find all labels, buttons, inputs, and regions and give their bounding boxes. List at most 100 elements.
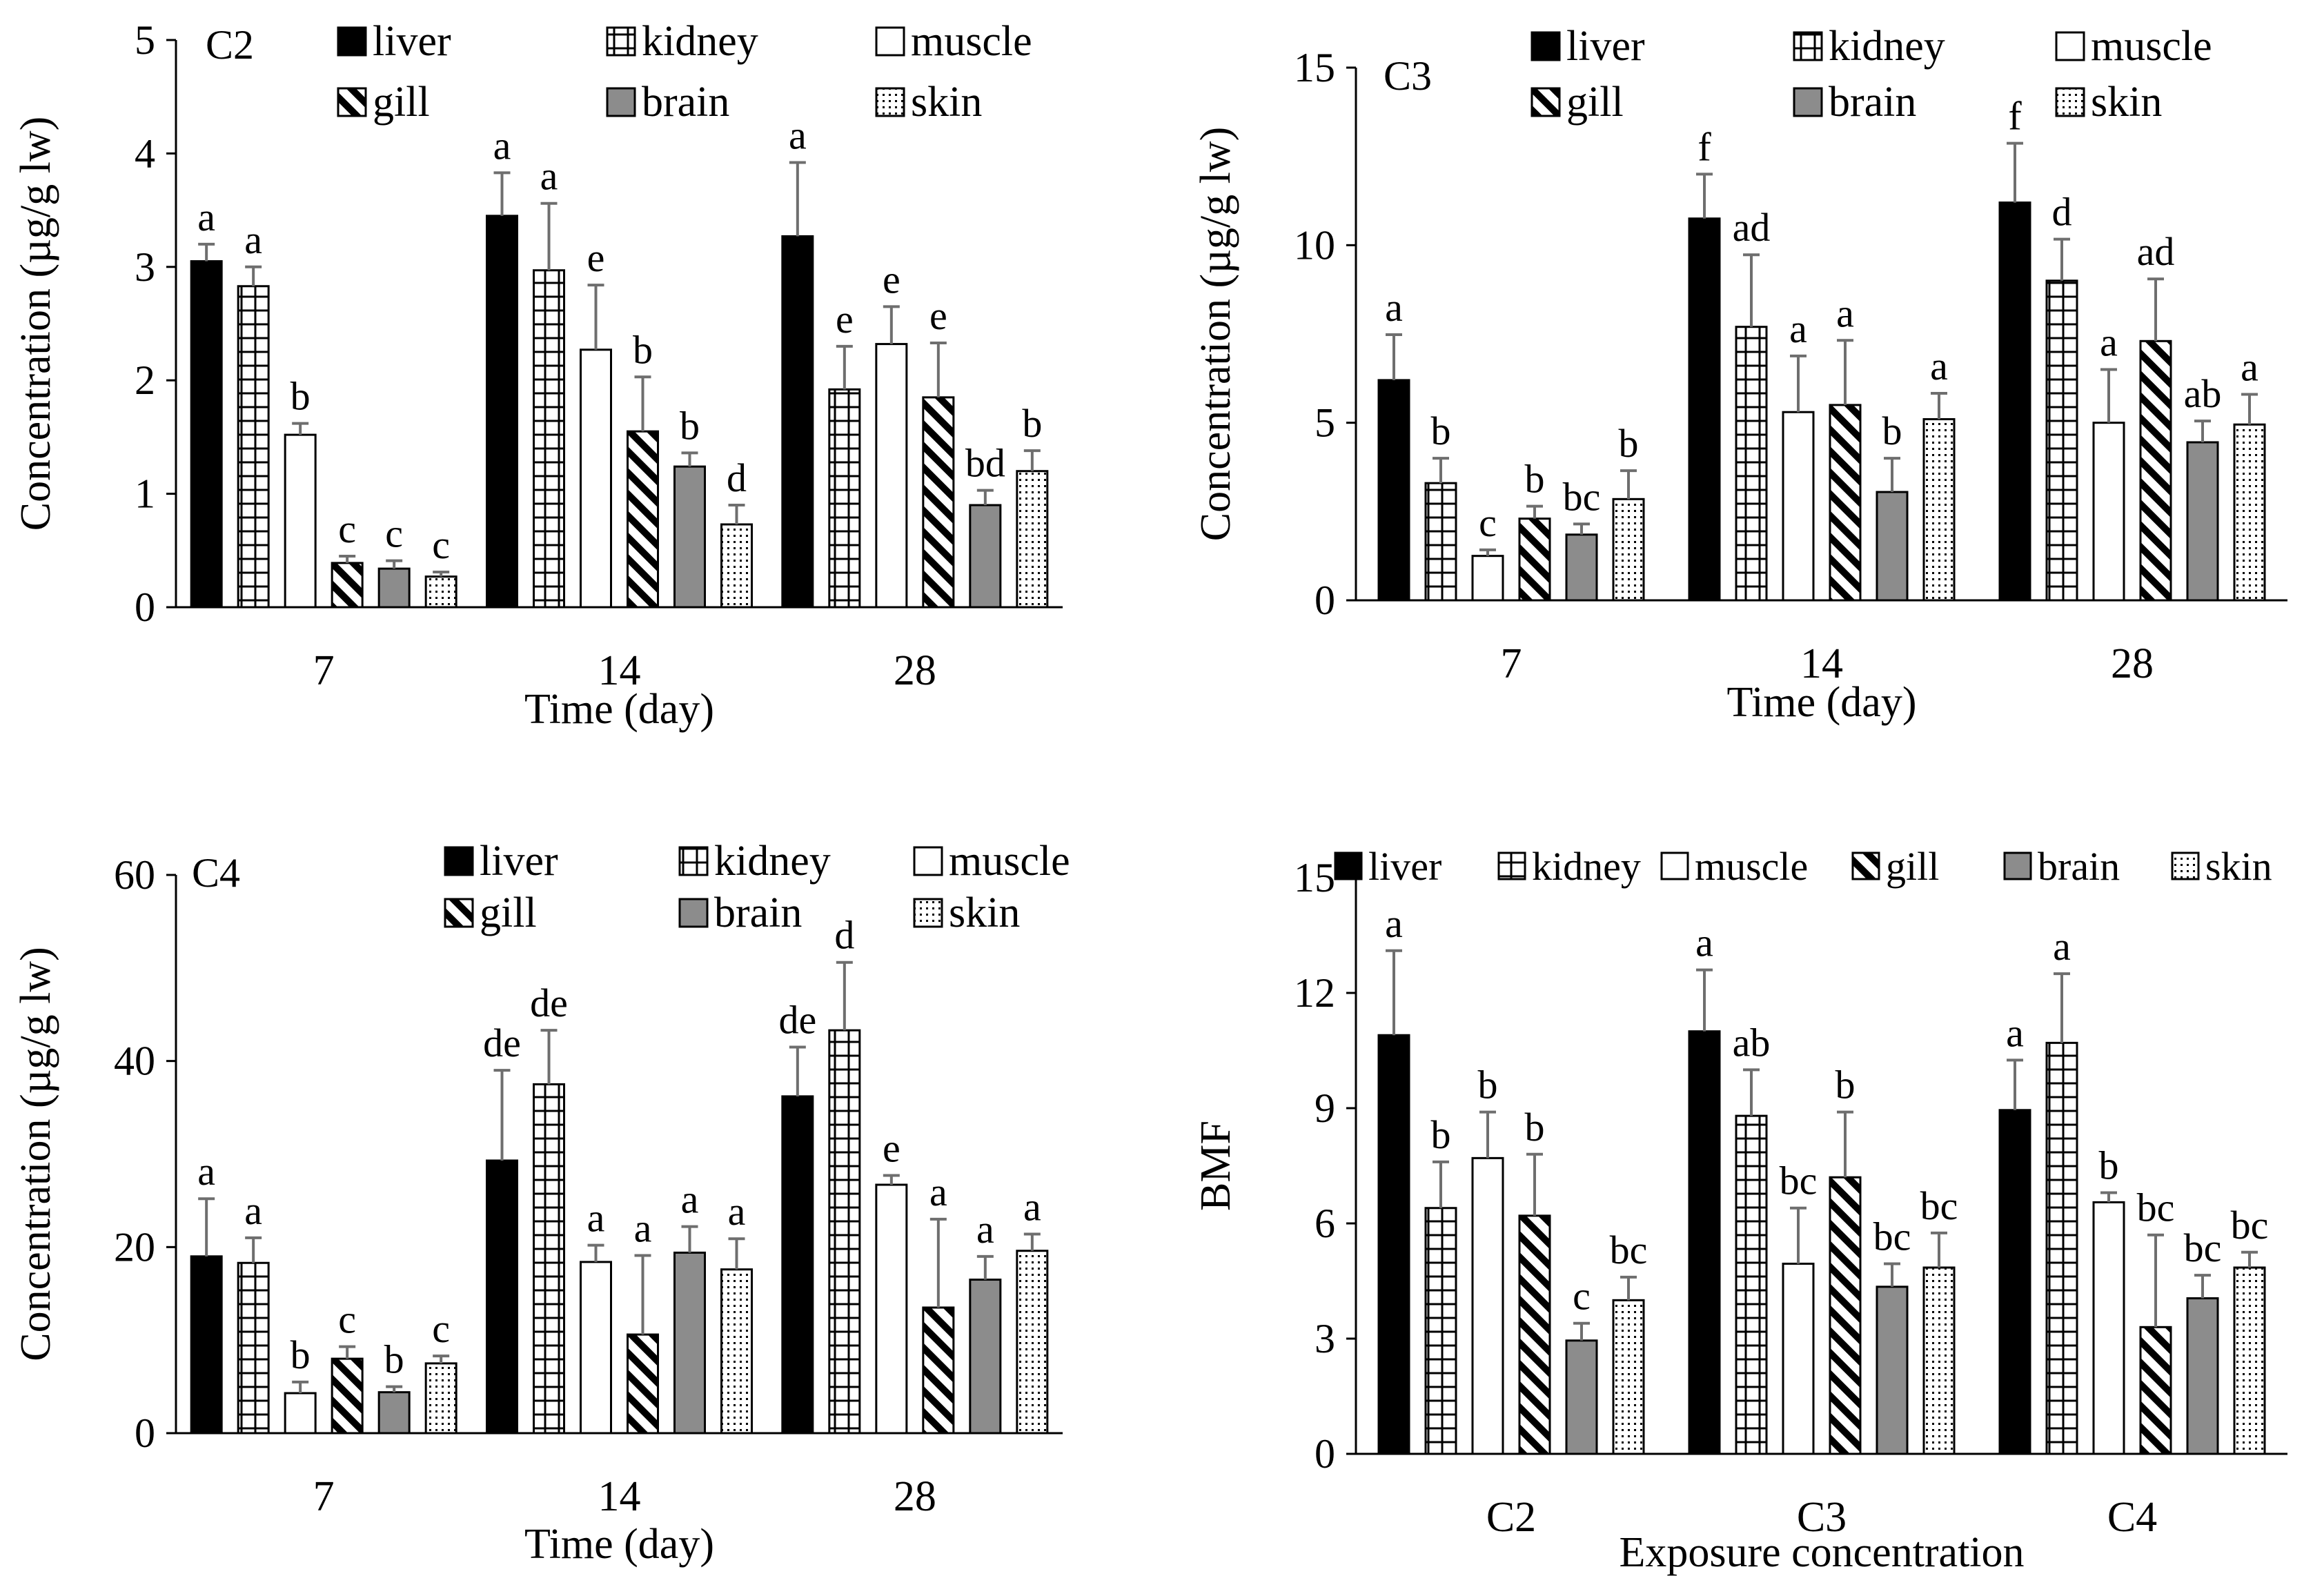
significance-label: c	[432, 1306, 450, 1351]
bar-liver	[1377, 379, 1410, 602]
significance-label: a	[493, 123, 511, 168]
legend-label-kidney: kidney	[1532, 844, 1641, 889]
x-tick-label: C3	[1797, 1494, 1847, 1541]
legend-swatch-brain	[606, 87, 636, 117]
legend-label-skin: skin	[949, 889, 1020, 936]
bar-skin	[1612, 1299, 1645, 1455]
bar-muscle	[2092, 422, 2125, 602]
legend-swatch-skin	[2055, 87, 2085, 117]
significance-label: a	[1385, 285, 1403, 330]
bar-skin	[1016, 1250, 1049, 1435]
bar-skin	[2233, 1266, 2266, 1455]
x-tick-label: 28	[894, 647, 936, 694]
legend-swatch-gill	[444, 898, 474, 928]
bar-kidney	[1735, 326, 1768, 602]
significance-label: bc	[2137, 1185, 2175, 1230]
significance-label: bc	[1610, 1228, 1648, 1272]
bar-kidney	[1424, 1207, 1457, 1455]
significance-label: b	[1431, 1112, 1451, 1157]
legend-label-muscle: muscle	[2091, 23, 2212, 70]
significance-label: a	[540, 154, 558, 199]
significance-label: a	[976, 1207, 994, 1252]
significance-label: a	[1789, 306, 1807, 351]
x-axis-title: Time (day)	[1727, 679, 1917, 726]
bar-brain	[1876, 1285, 1909, 1455]
significance-label: a	[681, 1177, 699, 1222]
bar-skin	[424, 575, 457, 609]
significance-label: a	[2100, 319, 2118, 364]
bar-skin	[1016, 470, 1049, 609]
y-tick-label: 5	[135, 17, 155, 63]
legend-swatch-gill	[1530, 87, 1561, 117]
x-tick-label: 7	[313, 647, 335, 694]
bar-kidney	[2045, 279, 2078, 602]
significance-label: a	[587, 1196, 605, 1241]
bar-brain	[673, 1251, 706, 1435]
bar-kidney	[1424, 482, 1457, 602]
legend-swatch-muscle	[913, 846, 943, 876]
bar-brain	[2186, 441, 2219, 602]
significance-label: b	[2099, 1143, 2119, 1188]
significance-label: bc	[1873, 1214, 1911, 1259]
bar-muscle	[284, 1392, 317, 1435]
y-tick-label: 1	[135, 471, 155, 517]
y-tick-label: 0	[1315, 578, 1335, 623]
significance-label: c	[432, 522, 450, 567]
x-tick-label: 7	[1501, 640, 1522, 687]
y-tick-label: 40	[114, 1038, 155, 1084]
bar-muscle	[875, 343, 908, 609]
legend-label-skin: skin	[2091, 79, 2162, 126]
legend-label-liver: liver	[480, 838, 558, 885]
legend-swatch-kidney	[1497, 851, 1526, 880]
legend-label-liver: liver	[1368, 844, 1441, 889]
legend-swatch-brain	[1793, 87, 1823, 117]
panel-label: C4	[192, 850, 240, 896]
significance-label: b	[1619, 421, 1639, 466]
legend: liver kidney muscle gill brain skin	[337, 18, 1032, 126]
legend-swatch-kidney	[1793, 31, 1823, 61]
significance-label: c	[1573, 1274, 1591, 1319]
y-tick-label: 60	[114, 852, 155, 898]
bar-gill	[1829, 1176, 1862, 1455]
bar-kidney	[2045, 1041, 2078, 1455]
bar-liver	[190, 260, 223, 609]
significance-label: e	[929, 293, 947, 338]
legend-label-gill: gill	[480, 889, 537, 936]
legend-label-brain: brain	[1829, 79, 1916, 126]
bar-kidney	[533, 1083, 565, 1435]
legend-swatch-gill	[337, 87, 367, 117]
y-axis-title: Concentration (µg/g lw)	[12, 947, 59, 1361]
legend-swatch-muscle	[2055, 31, 2085, 61]
bar-liver	[781, 1095, 814, 1435]
legend: liver kidney muscle gill brain skin	[1334, 844, 2272, 889]
legend-swatch-muscle	[1660, 851, 1689, 880]
significance-label: c	[338, 506, 356, 551]
legend-label-muscle: muscle	[1695, 844, 1808, 889]
legend-label-kidney: kidney	[1829, 23, 1945, 70]
significance-label: e	[587, 235, 605, 280]
legend-swatch-skin	[913, 898, 943, 928]
y-tick-label: 3	[135, 244, 155, 290]
y-tick-label: 20	[114, 1224, 155, 1270]
significance-label: bc	[1920, 1183, 1958, 1228]
bar-skin	[1612, 497, 1645, 602]
x-tick-label: C4	[2107, 1494, 2157, 1541]
y-tick-label: 0	[135, 1410, 155, 1456]
bar-muscle	[1471, 1156, 1504, 1455]
y-axis-title: Concentration (µg/g lw)	[1192, 127, 1239, 541]
significance-label: bc	[2231, 1203, 2269, 1248]
significance-label: a	[244, 1188, 262, 1233]
bar-gill	[1518, 1214, 1551, 1455]
bar-liver	[1688, 1030, 1721, 1455]
bar-kidney	[533, 269, 565, 609]
bar-gill	[2139, 339, 2172, 602]
y-tick-label: 15	[1294, 855, 1335, 900]
significance-label: b	[1525, 1105, 1545, 1150]
bar-kidney	[828, 388, 861, 609]
bar-skin	[720, 523, 753, 609]
legend-swatch-muscle	[875, 26, 905, 57]
bar-liver	[1377, 1034, 1410, 1455]
y-axis-title: BMF	[1192, 1121, 1239, 1211]
x-tick-label: 28	[894, 1473, 936, 1520]
bar-liver	[1998, 1109, 2031, 1455]
